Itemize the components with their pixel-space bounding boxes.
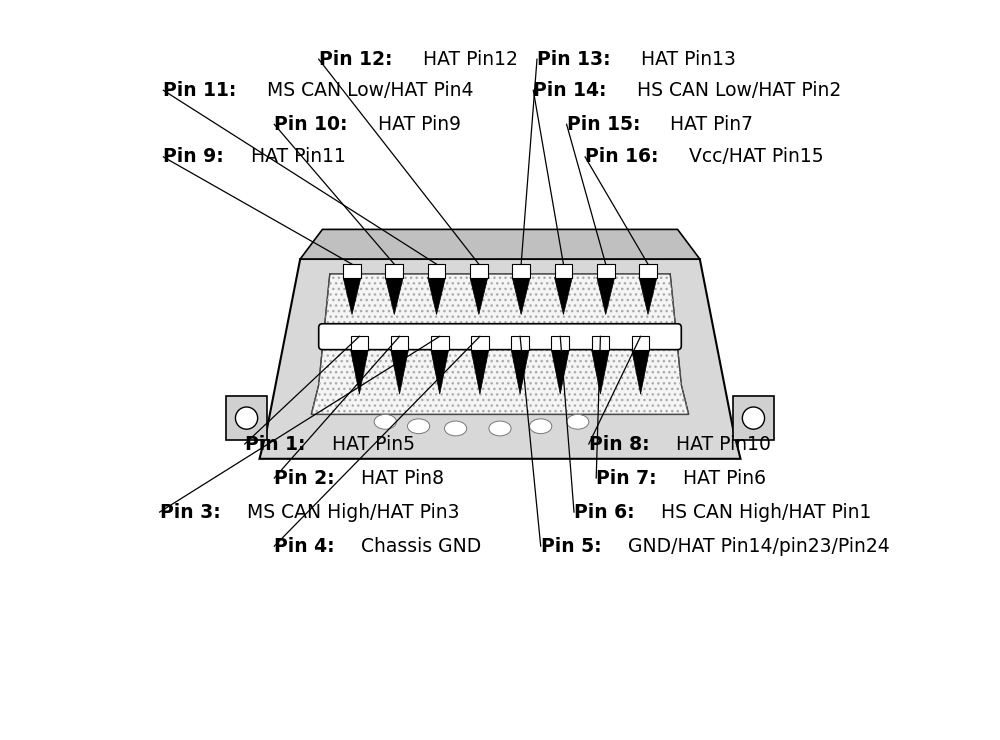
Bar (428, 264, 445, 278)
Text: Pin 6:: Pin 6: (574, 502, 641, 522)
Ellipse shape (742, 407, 765, 429)
Polygon shape (431, 349, 449, 394)
Text: Pin 13:: Pin 13: (537, 50, 617, 69)
Polygon shape (351, 349, 368, 394)
Polygon shape (592, 349, 609, 394)
Text: Pin 2:: Pin 2: (274, 468, 341, 488)
Polygon shape (733, 396, 774, 440)
Bar (512, 264, 530, 278)
Text: Chassis GND: Chassis GND (361, 536, 482, 556)
Polygon shape (470, 278, 488, 314)
Bar (555, 264, 572, 278)
Text: MS CAN High/HAT Pin3: MS CAN High/HAT Pin3 (247, 502, 459, 522)
Polygon shape (260, 259, 740, 459)
Text: HS CAN High/HAT Pin1: HS CAN High/HAT Pin1 (661, 502, 872, 522)
Polygon shape (551, 349, 569, 394)
Text: HAT Pin7: HAT Pin7 (670, 115, 753, 134)
Text: MS CAN Low/HAT Pin4: MS CAN Low/HAT Pin4 (267, 81, 474, 100)
Text: Pin 15:: Pin 15: (567, 115, 647, 134)
Ellipse shape (567, 414, 589, 429)
Ellipse shape (374, 414, 396, 429)
Text: HAT Pin5: HAT Pin5 (332, 434, 415, 454)
Polygon shape (512, 278, 530, 314)
Text: Pin 3:: Pin 3: (160, 502, 227, 522)
Bar (385, 264, 403, 278)
Text: HAT Pin6: HAT Pin6 (683, 468, 766, 488)
Bar (639, 264, 657, 278)
Polygon shape (300, 229, 700, 259)
Text: Pin 11:: Pin 11: (163, 81, 243, 100)
Bar (431, 336, 449, 349)
Ellipse shape (235, 407, 258, 429)
Text: Pin 1:: Pin 1: (245, 434, 312, 454)
Bar (632, 336, 649, 349)
Ellipse shape (489, 421, 511, 436)
Ellipse shape (408, 419, 430, 434)
Text: Vcc/HAT Pin15: Vcc/HAT Pin15 (689, 147, 824, 166)
Bar (470, 264, 488, 278)
Polygon shape (597, 278, 615, 314)
Text: HAT Pin12: HAT Pin12 (423, 50, 517, 69)
Polygon shape (632, 349, 649, 394)
Text: Pin 9:: Pin 9: (163, 147, 231, 166)
Polygon shape (555, 278, 572, 314)
Text: HAT Pin8: HAT Pin8 (361, 468, 444, 488)
Polygon shape (343, 278, 361, 314)
FancyBboxPatch shape (319, 323, 681, 349)
Bar (551, 336, 569, 349)
Bar (351, 336, 368, 349)
Text: Pin 5:: Pin 5: (541, 536, 608, 556)
Text: Pin 10:: Pin 10: (274, 115, 354, 134)
Text: Pin 8:: Pin 8: (589, 434, 656, 454)
Text: Pin 7:: Pin 7: (596, 468, 663, 488)
Bar (592, 336, 609, 349)
Polygon shape (511, 349, 529, 394)
Polygon shape (311, 274, 689, 414)
Text: Pin 4:: Pin 4: (274, 536, 341, 556)
Polygon shape (385, 278, 403, 314)
Text: HAT Pin13: HAT Pin13 (641, 50, 736, 69)
Polygon shape (226, 396, 267, 440)
Text: HS CAN Low/HAT Pin2: HS CAN Low/HAT Pin2 (637, 81, 841, 100)
Text: Pin 16:: Pin 16: (585, 147, 665, 166)
Text: HAT Pin10: HAT Pin10 (676, 434, 771, 454)
Text: HAT Pin11: HAT Pin11 (251, 147, 346, 166)
Polygon shape (639, 278, 657, 314)
Polygon shape (391, 349, 408, 394)
Bar (511, 336, 529, 349)
Text: GND/HAT Pin14/pin23/Pin24: GND/HAT Pin14/pin23/Pin24 (628, 536, 890, 556)
Ellipse shape (444, 421, 467, 436)
Bar (343, 264, 361, 278)
Bar (597, 264, 615, 278)
Text: Pin 12:: Pin 12: (319, 50, 399, 69)
Polygon shape (428, 278, 445, 314)
Polygon shape (471, 349, 489, 394)
Text: Pin 14:: Pin 14: (533, 81, 613, 100)
Bar (391, 336, 408, 349)
Bar (471, 336, 489, 349)
Ellipse shape (530, 419, 552, 434)
Text: HAT Pin9: HAT Pin9 (378, 115, 461, 134)
